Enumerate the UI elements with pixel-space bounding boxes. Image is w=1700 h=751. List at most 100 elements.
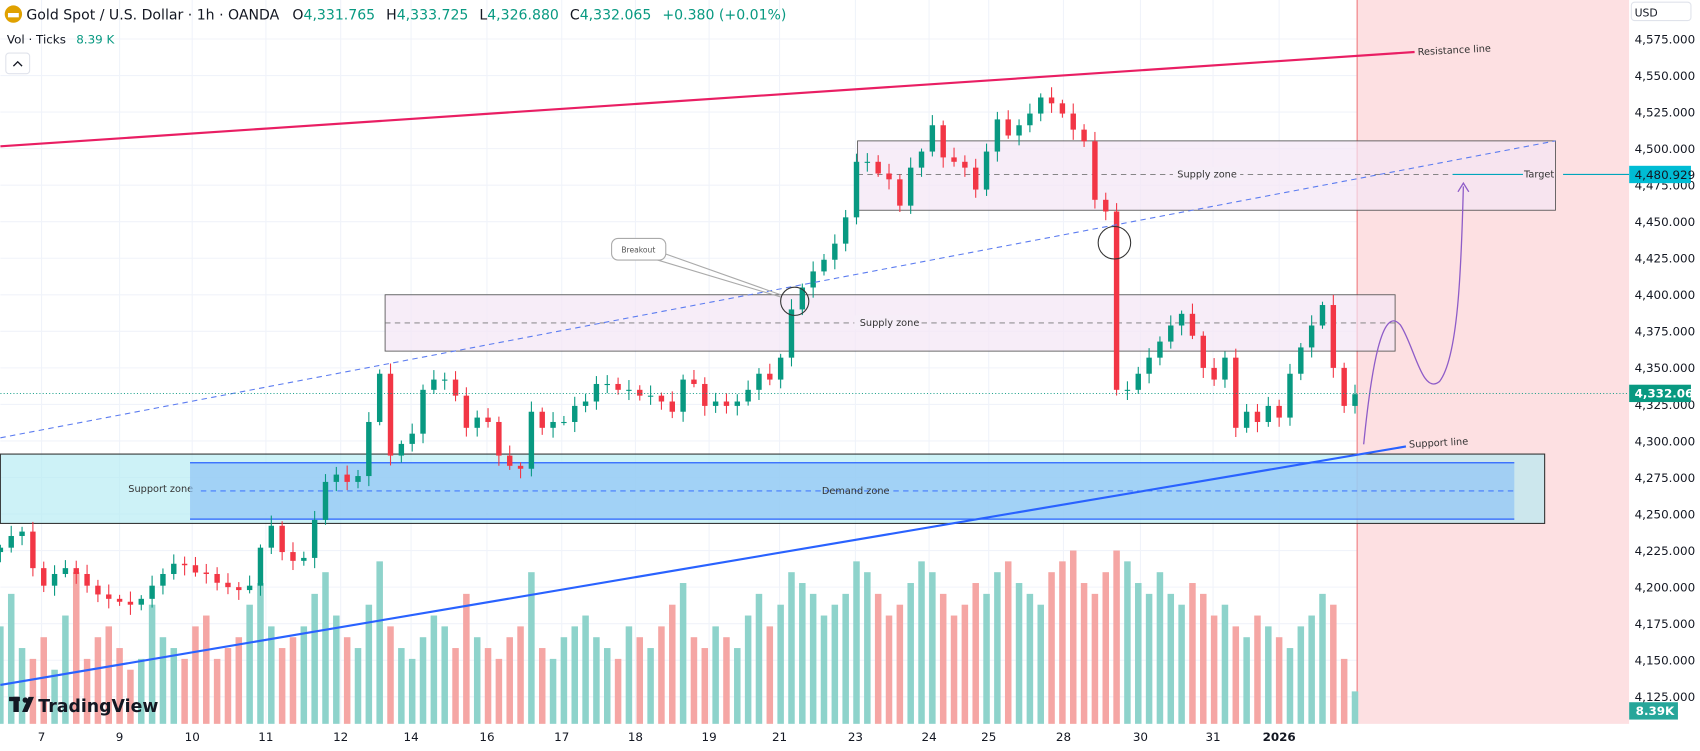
volume-bar (1265, 626, 1272, 724)
volume-bar (354, 648, 362, 724)
high-value: 4,333.725 (397, 8, 469, 24)
volume-bar (625, 626, 633, 724)
volume-indicator-label[interactable]: Vol · Ticks (7, 32, 66, 46)
price-axis[interactable]: USD 4,575.000 4,550.000 4,525.000 4,500.000… (1629, 0, 1700, 751)
volume-bar (972, 583, 979, 724)
dashed-trend-line[interactable] (0, 140, 1556, 439)
volume-bar (387, 626, 394, 724)
time-tick-label: 9 (116, 730, 124, 744)
breakout-callout: Breakout (611, 237, 810, 316)
volume-bar (1145, 593, 1153, 724)
price-tick-label: 4,250.000 (1635, 507, 1696, 521)
candle-body (1070, 113, 1076, 130)
candle-body (1189, 313, 1196, 336)
volume-bar (636, 637, 644, 724)
resistance-line[interactable] (0, 50, 1415, 148)
candle-body (767, 373, 773, 380)
candle-body (171, 563, 177, 574)
candle-body (290, 552, 296, 561)
candle-body (431, 379, 437, 390)
price-tick-label: 4,150.000 (1635, 654, 1696, 668)
candle-body (1016, 125, 1022, 136)
volume-bar (192, 626, 199, 724)
volume-bar (300, 626, 308, 724)
volume-bar (853, 561, 860, 724)
candles (0, 87, 1358, 615)
candle-body (1124, 389, 1131, 391)
candle-body (1157, 341, 1163, 358)
candle-body (225, 582, 231, 588)
candle-body (539, 411, 545, 428)
forecast-path (1363, 186, 1465, 445)
candle-body (788, 309, 795, 358)
volume-bar (430, 615, 438, 724)
time-tick-label: 25 (981, 730, 996, 744)
candle-body (1200, 335, 1206, 368)
demand-zone-label: Demand zone (822, 486, 890, 497)
support-line[interactable] (0, 445, 1407, 686)
volume-bar (1319, 593, 1326, 724)
candle-body (1027, 113, 1033, 126)
volume-bar (1232, 626, 1240, 724)
time-tick-label: 19 (702, 730, 717, 744)
candle-body (604, 383, 610, 386)
last-price-tag (1629, 384, 1691, 403)
volume-bar (1308, 615, 1315, 724)
volume-bar (799, 583, 806, 724)
candle-body (268, 525, 275, 548)
candle-body (95, 585, 101, 595)
demand-zone: Demand zone (190, 462, 1515, 520)
volume-bar (441, 626, 448, 724)
candle-body (203, 572, 209, 574)
volume-tag-text: 8.39K (1636, 704, 1675, 718)
tradingview-logo[interactable]: TradingView (9, 696, 158, 717)
time-axis[interactable]: 7 9 10 11 12 14 16 17 18 19 21 23 24 25 28 30 31 2026 (0, 723, 1700, 751)
candle-body (691, 379, 697, 384)
candle-body (972, 167, 979, 190)
change-value: +0.380 (+0.01%) (662, 8, 786, 24)
volume-bar (105, 626, 113, 724)
candle-body (127, 601, 134, 605)
volume-bar (376, 561, 383, 724)
candle-body (1308, 325, 1315, 348)
volume-bar (138, 658, 145, 724)
candle-body (1168, 325, 1174, 342)
volume-bar (734, 648, 741, 724)
candle-body (387, 373, 394, 456)
symbol-title[interactable]: Gold Spot / U.S. Dollar · 1h · OANDA (26, 8, 279, 24)
volume-bar (7, 593, 15, 724)
low-label: L (479, 8, 487, 24)
volume-bar (701, 648, 709, 724)
price-tick-label: 4,225.000 (1635, 544, 1696, 558)
volume-bar (1221, 604, 1229, 724)
candle-body (355, 476, 361, 482)
resistance-line-label: Resistance line (1417, 43, 1491, 58)
candle-body (452, 379, 459, 396)
volume-bar (29, 658, 37, 724)
candle-body (734, 401, 741, 406)
volume-bar (929, 572, 936, 724)
volume-bar (235, 637, 243, 724)
price-tick-label: 4,175.000 (1635, 617, 1696, 631)
candle-body (756, 373, 762, 390)
time-tick-label: 18 (628, 730, 643, 744)
currency-button[interactable] (1630, 1, 1692, 22)
candle-body (366, 421, 372, 477)
volume-bar (669, 604, 676, 724)
candle-body (561, 421, 567, 424)
collapse-legend-button[interactable] (5, 52, 31, 75)
close-label: C (570, 8, 580, 24)
candle-body (712, 401, 719, 406)
volume-bar (723, 637, 730, 724)
volume-bar (831, 604, 839, 724)
candle-body (236, 587, 242, 591)
volume-bar (1189, 583, 1196, 724)
volume-bar (614, 658, 622, 724)
volume-bar (398, 648, 405, 724)
volume-bar (333, 615, 340, 724)
candle-body (333, 474, 340, 482)
candle-body (875, 161, 881, 174)
candle-body (1135, 373, 1141, 390)
volume-bar (278, 648, 286, 724)
